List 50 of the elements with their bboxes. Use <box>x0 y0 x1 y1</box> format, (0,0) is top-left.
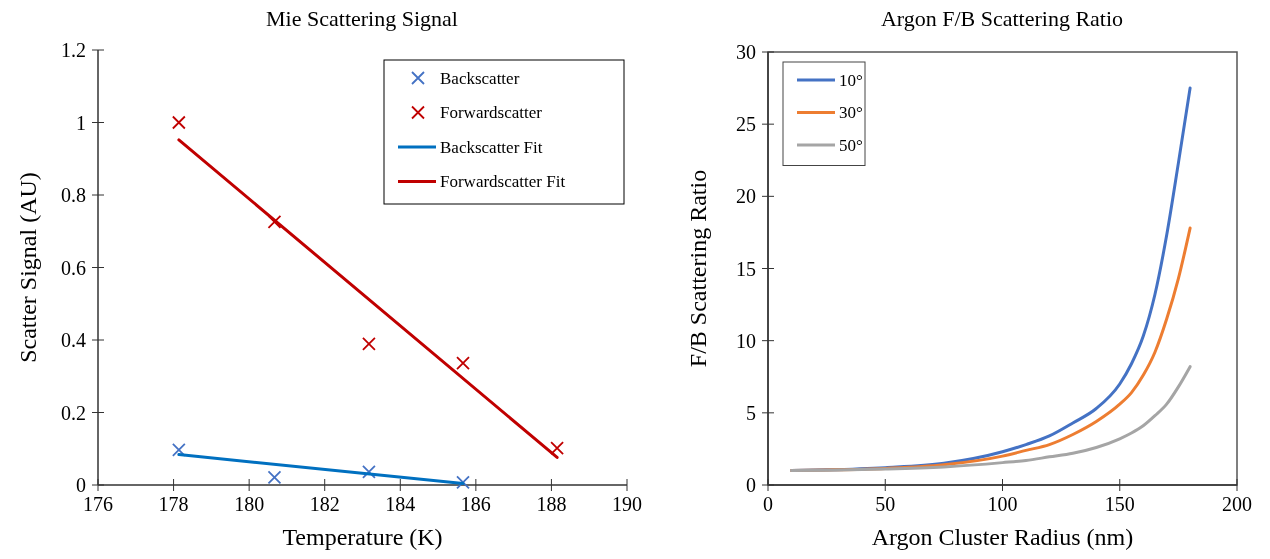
y-tick-label: 0.4 <box>61 329 86 351</box>
y-tick-label: 0.2 <box>61 401 86 424</box>
y-tick-label: 5 <box>746 401 756 424</box>
y-tick-label: 0 <box>746 474 756 496</box>
legend-label: Backscatter Fit <box>440 137 543 157</box>
point <box>267 214 282 229</box>
legend-label: 30° <box>839 103 863 123</box>
legend-label: Backscatter <box>440 68 520 88</box>
x-tick-label: 184 <box>385 493 416 515</box>
x-tick-label: 190 <box>612 493 642 515</box>
point <box>171 442 186 457</box>
y-tick-label: 20 <box>736 185 756 208</box>
y-tick-label: 25 <box>736 113 756 136</box>
chart-title: Argon F/B Scattering Ratio <box>880 6 1124 31</box>
y-tick-label: 30 <box>736 41 756 63</box>
legend-label: Forwardscatter Fit <box>440 172 566 192</box>
point <box>550 441 564 455</box>
y-axis-title: F/B Scattering Ratio <box>685 169 711 368</box>
x-tick-label: 182 <box>309 493 340 515</box>
legend-label: Forwardscatter <box>440 103 543 123</box>
point <box>362 337 376 351</box>
x-tick-label: 150 <box>1104 493 1135 515</box>
x-tick-label: 180 <box>234 493 265 515</box>
x-tick-label: 0 <box>763 493 773 515</box>
y-axis-title: Scatter Signal (AU) <box>15 172 41 363</box>
chart-title: Mie Scattering Signal <box>266 6 458 31</box>
point <box>362 465 376 479</box>
x-tick-label: 188 <box>536 493 567 515</box>
y-tick-label: 0.8 <box>61 184 86 206</box>
x-tick-label: 186 <box>460 493 491 515</box>
x-axis-title: Argon Cluster Radius (nm) <box>871 524 1134 550</box>
y-tick-label: 0.6 <box>61 256 86 279</box>
y-tick-label: 0 <box>76 474 86 496</box>
x-tick-label: 100 <box>987 493 1018 515</box>
point <box>456 356 470 371</box>
y-tick-label: 1.2 <box>61 39 86 61</box>
legend-label: 50° <box>839 135 863 155</box>
legend-label: 10° <box>839 70 863 90</box>
x-tick-label: 200 <box>1222 493 1252 515</box>
x-axis-title: Temperature (K) <box>282 524 443 550</box>
line-series <box>789 365 1192 473</box>
y-tick-label: 1 <box>76 111 86 134</box>
point <box>171 115 186 130</box>
y-tick-label: 10 <box>736 329 756 352</box>
point <box>456 475 470 490</box>
point <box>267 470 282 485</box>
x-tick-label: 50 <box>875 493 896 515</box>
y-tick-label: 15 <box>736 257 756 280</box>
x-tick-label: 176 <box>83 493 113 515</box>
x-tick-label: 178 <box>158 493 189 515</box>
